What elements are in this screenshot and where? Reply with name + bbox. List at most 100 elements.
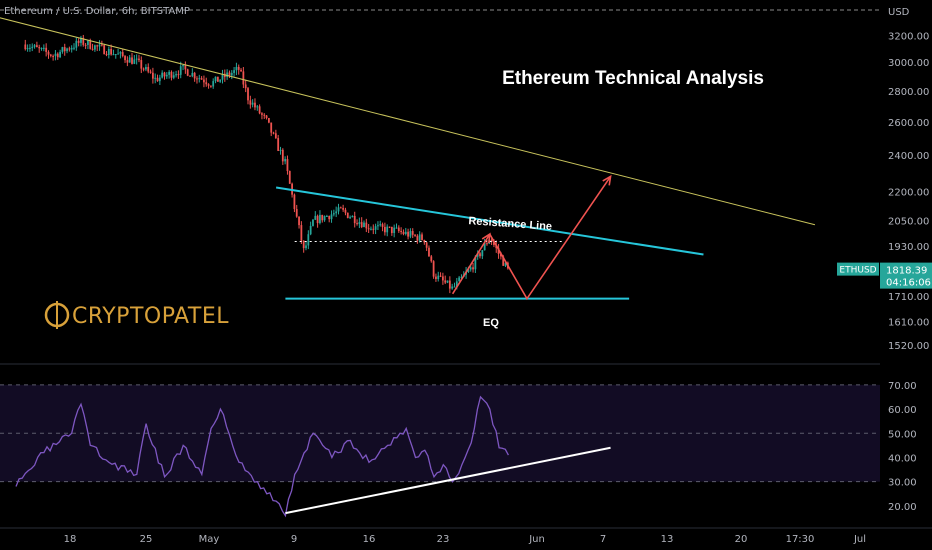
- candle-body: [142, 68, 145, 70]
- candle-body: [56, 53, 59, 58]
- candle-body: [446, 280, 449, 283]
- candle-body: [305, 245, 307, 249]
- candle-body: [135, 58, 138, 60]
- candle-body: [474, 256, 477, 270]
- candle-body: [344, 209, 347, 213]
- candle-body: [184, 65, 187, 70]
- candle-body: [24, 44, 27, 50]
- candle-body: [414, 234, 416, 236]
- candle-body: [377, 225, 379, 227]
- candle-body: [272, 132, 275, 134]
- candle-body: [397, 227, 400, 231]
- candle-body: [196, 78, 198, 80]
- candle-body: [298, 216, 300, 226]
- time-tick: May: [199, 534, 220, 545]
- candle-body: [256, 106, 259, 108]
- rsi-tick: 40.00: [888, 453, 917, 464]
- candle-body: [249, 100, 252, 105]
- candle-body: [235, 66, 238, 71]
- candle-body: [481, 250, 484, 257]
- candle-body: [126, 60, 129, 63]
- candle-body: [131, 57, 133, 64]
- price-tick: 1710.00: [888, 292, 929, 303]
- candle-body: [112, 54, 115, 56]
- time-tick: Jun: [528, 534, 545, 545]
- candle-body: [441, 276, 444, 281]
- candle-body: [140, 60, 143, 69]
- candle-body: [226, 72, 229, 78]
- rsi-tick: 70.00: [888, 381, 917, 392]
- candle-body: [242, 71, 245, 85]
- candle-body: [370, 228, 372, 230]
- candle-body: [379, 224, 382, 226]
- candle-body: [230, 72, 233, 76]
- candle-body: [98, 44, 101, 47]
- price-tick: 1520.00: [888, 341, 929, 352]
- candle-body: [279, 149, 282, 151]
- candle-body: [263, 114, 266, 116]
- price-tick: 3000.00: [888, 58, 929, 69]
- candle-body: [221, 73, 224, 80]
- rsi-tick: 20.00: [888, 502, 917, 513]
- candle-body: [437, 275, 440, 280]
- candle-body: [59, 51, 61, 58]
- candle-body: [458, 277, 461, 282]
- candle-body: [332, 213, 335, 215]
- time-tick: 25: [140, 534, 153, 545]
- currency-label: USD: [888, 7, 910, 18]
- candle-body: [328, 215, 331, 220]
- candle-body: [205, 82, 208, 85]
- candle-body: [416, 235, 419, 241]
- candle-body: [418, 234, 421, 241]
- candle-body: [168, 71, 171, 75]
- time-tick: 13: [661, 534, 674, 545]
- time-tick: 18: [64, 534, 77, 545]
- candle-body: [319, 214, 321, 224]
- grid-layer: [0, 9, 932, 365]
- candle-body: [128, 57, 131, 63]
- resistance-label: Resistance Line: [468, 215, 552, 233]
- candle-body: [499, 253, 502, 257]
- candle-body: [270, 122, 273, 133]
- candle-body: [87, 40, 89, 45]
- candle-body: [103, 45, 106, 55]
- candle-body: [77, 40, 80, 43]
- price-tick: 2200.00: [888, 187, 929, 198]
- candle-body: [365, 222, 368, 229]
- candle-body: [502, 256, 505, 266]
- candle-body: [316, 215, 319, 224]
- candle-body: [302, 240, 305, 249]
- candle-body: [119, 52, 122, 54]
- candle-body: [479, 253, 481, 257]
- resistance-line: [275, 186, 704, 256]
- candle-body: [363, 222, 365, 228]
- time-tick: 7: [600, 534, 606, 545]
- candle-body: [186, 69, 189, 76]
- candle-body: [138, 58, 140, 61]
- candle-body: [63, 47, 66, 52]
- candle-body: [73, 47, 75, 49]
- candle-body: [35, 45, 38, 48]
- candle-body: [325, 215, 328, 217]
- candle-body: [237, 66, 240, 70]
- candle-body: [163, 72, 166, 77]
- candle-body: [38, 47, 41, 49]
- candle-body: [93, 45, 96, 50]
- candle-body: [26, 48, 29, 50]
- candle-body: [244, 84, 247, 89]
- candle-body: [277, 138, 280, 151]
- price-layer: [24, 34, 509, 294]
- time-tick: 23: [437, 534, 450, 545]
- candle-body: [89, 40, 92, 49]
- candle-body: [198, 78, 201, 80]
- eq-label: EQ: [483, 317, 499, 329]
- candle-body: [421, 234, 423, 240]
- rsi-trendline: [285, 446, 611, 515]
- candle-body: [233, 70, 235, 73]
- candle-body: [240, 69, 242, 72]
- candle-body: [170, 71, 173, 78]
- candle-body: [121, 52, 124, 57]
- candle-body: [390, 226, 393, 234]
- price-tick: 2800.00: [888, 87, 929, 98]
- candle-body: [75, 40, 78, 48]
